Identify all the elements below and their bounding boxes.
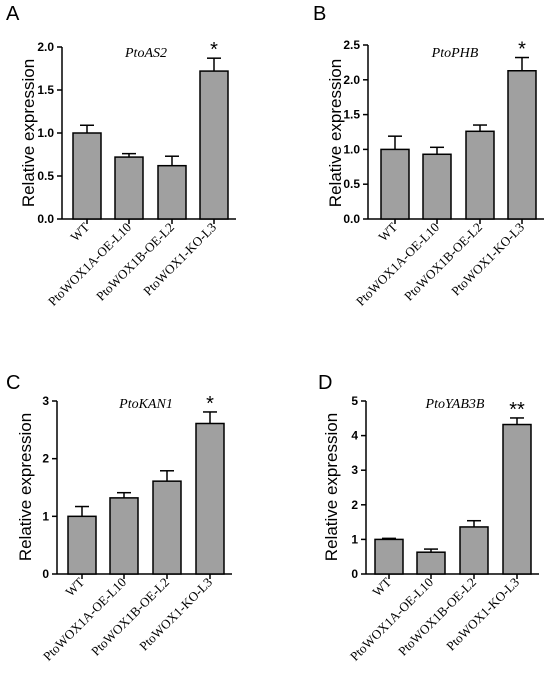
category-label: PtoWOX1B-OE-L2 <box>401 220 485 304</box>
category-label: PtoWOX1-KO-L3 <box>448 220 527 299</box>
category-label: PtoWOX1B-OE-L2 <box>93 220 177 304</box>
bar-wox1b-oe <box>459 526 489 575</box>
y-tick-label: 2.0 <box>37 40 54 54</box>
bar-wox1b-oe <box>465 130 495 220</box>
gene-title: PtoAS2 <box>124 46 167 61</box>
y-axis-label: Relative expression <box>19 59 38 207</box>
y-tick-label: 5 <box>351 394 358 408</box>
y-tick-label: 0.5 <box>37 169 54 183</box>
category-label: WT <box>369 574 394 599</box>
bar-wox1-ko <box>502 423 532 575</box>
bar-wt <box>380 148 410 220</box>
y-axis-label: Relative expression <box>322 413 341 561</box>
bar-wt <box>67 515 97 575</box>
gene-title: PtoPHB <box>431 46 479 61</box>
bar-wox1a-oe <box>422 153 452 220</box>
gene-title: PtoYAB3B <box>425 397 485 412</box>
gene-title: PtoKAN1 <box>118 397 173 412</box>
bar-wox1b-oe <box>157 164 187 220</box>
panel-b: B PtoPHB Relative expression 0.0 0.5 1.0 1.5 2.… <box>313 3 544 309</box>
panel-letter: B <box>313 3 326 25</box>
y-tick-label: 0.0 <box>343 212 360 226</box>
category-label: PtoWOX1-KO-L3 <box>443 575 522 654</box>
y-tick-label: 0 <box>351 567 358 581</box>
y-tick-label: 2.0 <box>343 73 360 87</box>
y-tick-label: 0.0 <box>37 212 54 226</box>
y-tick-label: 0 <box>42 567 49 581</box>
y-tick-label: 1.0 <box>343 142 360 156</box>
y-tick-label: 1.5 <box>37 83 54 97</box>
bar-wox1-ko <box>199 70 229 220</box>
bar-wox1a-oe <box>416 551 446 575</box>
bar-wt <box>374 538 404 575</box>
category-label: WT <box>375 219 400 244</box>
significance-marker: * <box>206 393 214 415</box>
bar-wox1b-oe <box>152 480 182 575</box>
y-tick-label: 1 <box>42 509 49 523</box>
panel-letter: A <box>6 3 20 25</box>
y-tick-label: 3 <box>351 463 358 477</box>
y-tick-label: 2 <box>351 498 358 512</box>
category-label: WT <box>67 219 92 244</box>
category-label: PtoWOX1B-OE-L2 <box>88 575 172 659</box>
y-axis-label: Relative expression <box>16 413 35 561</box>
panel-letter: D <box>318 372 332 394</box>
y-tick-label: 1.5 <box>343 108 360 122</box>
bar-wox1a-oe <box>114 156 144 220</box>
y-tick-label: 1.0 <box>37 126 54 140</box>
bar-wt <box>72 132 102 220</box>
y-tick-label: 1 <box>351 532 358 546</box>
y-axis-label: Relative expression <box>326 59 345 207</box>
y-tick-label: 0.5 <box>343 177 360 191</box>
y-tick-label: 4 <box>351 429 358 443</box>
bar-wox1-ko <box>195 422 225 575</box>
category-label: PtoWOX1B-OE-L2 <box>395 575 479 659</box>
y-tick-label: 3 <box>42 394 49 408</box>
y-tick-label: 2.5 <box>343 38 360 52</box>
category-label: WT <box>62 574 87 599</box>
bar-wox1-ko <box>507 70 537 220</box>
significance-marker: * <box>210 39 218 61</box>
panel-a: A PtoAS2 Relative expression 0.0 0.5 1.0 1.5 2.… <box>6 3 236 309</box>
category-label: PtoWOX1-KO-L3 <box>136 575 215 654</box>
category-label: PtoWOX1-KO-L3 <box>140 220 219 299</box>
panel-letter: C <box>6 372 20 394</box>
y-tick-label: 2 <box>42 452 49 466</box>
significance-marker: * <box>518 39 526 61</box>
bar-wox1a-oe <box>109 497 139 575</box>
significance-marker: ** <box>509 399 525 421</box>
